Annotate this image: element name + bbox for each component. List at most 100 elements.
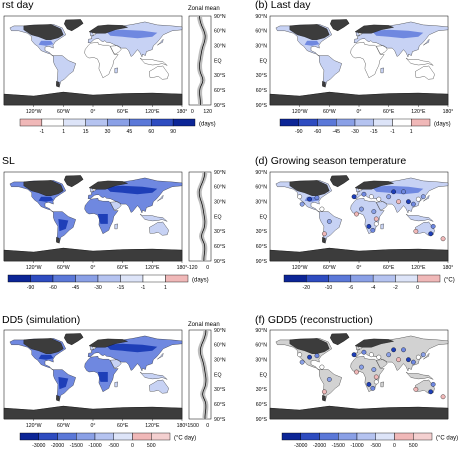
lat-label-f: 30°N	[255, 357, 267, 363]
ice-laurentide-d	[289, 180, 330, 196]
site-marker	[428, 231, 434, 237]
site-marker	[314, 195, 320, 201]
colorbar-label-a: 30	[105, 129, 111, 135]
colorbar-label-d: -10	[325, 285, 333, 291]
land-indonesia-b	[405, 57, 434, 66]
colorbar-label-e: -1000	[88, 443, 101, 449]
site-marker	[326, 377, 332, 382]
anomaly-namerica-e	[38, 354, 54, 360]
colorbar-swatch-e	[113, 432, 133, 441]
lon-label-c: 0°	[91, 265, 96, 271]
colorbar-swatch-a	[172, 118, 196, 127]
lon-label-a: 0°	[91, 109, 96, 115]
site-marker	[415, 196, 421, 202]
site-marker	[354, 369, 359, 375]
colorbar-label-d: -4	[371, 285, 376, 291]
anomaly-siberia-b	[371, 29, 424, 39]
colorbar-swatch-c	[165, 274, 189, 283]
map-e	[3, 329, 183, 420]
anomaly-namerica-b	[304, 40, 320, 46]
ice-greenlandIce-b	[330, 19, 350, 31]
site-marker	[415, 354, 421, 360]
site-marker	[411, 201, 416, 207]
site-marker	[351, 352, 357, 358]
colorbar-swatch-f	[375, 432, 395, 441]
ice-laurentide-c	[23, 180, 64, 196]
lon-label-c: 60°E	[117, 265, 129, 271]
lat-label-f: 90°N	[255, 328, 267, 334]
colorbar-label-f: -1000	[350, 443, 363, 449]
colorbar-swatch-d	[328, 274, 352, 283]
map-d	[269, 171, 449, 262]
site-marker	[322, 389, 327, 395]
colorbar-swatch-f	[281, 432, 301, 441]
site-marker	[430, 224, 436, 229]
zonal-tick-e: 0	[206, 423, 209, 429]
lat-label-f: 90°S	[256, 417, 268, 423]
colorbar-swatch-c	[30, 274, 54, 283]
colorbar-swatch-f	[356, 432, 376, 441]
colorbar-label-f: -1500	[332, 443, 345, 449]
lat-label-b: 90°S	[256, 103, 268, 109]
colorbar-label-b: -90	[295, 129, 303, 135]
colorbar-label-d: 0	[416, 285, 419, 291]
lon-label-e: 0°	[91, 423, 96, 429]
colorbar-swatch-b	[279, 118, 299, 127]
land-japan-a	[157, 38, 164, 46]
ice-patagonia-d	[322, 237, 326, 244]
zonal-tick-c: -120	[187, 265, 197, 271]
land-australia-e	[149, 379, 169, 394]
colorbar-swatch-e	[132, 432, 152, 441]
colorbar-label-a: 1	[62, 129, 65, 135]
lon-label-e: 120°W	[26, 423, 42, 429]
site-marker	[368, 352, 374, 358]
zonal-curve-e	[199, 329, 207, 419]
ice-patagonia-c	[56, 237, 60, 244]
ice-laurentide-e	[23, 338, 64, 354]
site-marker	[371, 367, 377, 372]
colorbar-label-e: -2000	[51, 443, 64, 449]
anomaly-namerica-a	[38, 40, 54, 46]
colorbar-label-f: -500	[371, 443, 381, 449]
anomaly-siberia-a	[105, 29, 158, 39]
ice-scandIce-f	[354, 338, 395, 348]
lon-label-d: 180°	[443, 265, 454, 271]
panel-d-title: (d) Growing season temperature	[255, 155, 407, 167]
site-marker	[440, 394, 446, 400]
colorbar-swatch-e	[38, 432, 58, 441]
site-marker	[413, 228, 419, 234]
site-marker	[406, 357, 411, 363]
lat-label-d: 90°S	[256, 259, 268, 265]
lon-label-e: 60°E	[117, 423, 129, 429]
lon-label-c: 120°E	[145, 265, 160, 271]
colorbar-swatch-c	[97, 274, 121, 283]
colorbar-label-e: 500	[147, 443, 156, 449]
anomaly-samerica-c	[58, 219, 69, 232]
lat-label-f: 30°S	[256, 387, 268, 393]
colorbar-label-a: 60	[148, 129, 154, 135]
colorbar-swatch-f	[338, 432, 358, 441]
colorbar-swatch-a	[129, 118, 152, 127]
colorbar-label-c: 1	[164, 285, 167, 291]
colorbar-label-b: -45	[333, 129, 341, 135]
ice-laurentide-f	[289, 338, 330, 354]
lon-label-a: 120°E	[145, 109, 160, 115]
panel-b-title: (b) Last day	[255, 0, 311, 11]
lat-label-ze: 90°S	[214, 417, 226, 423]
site-marker	[359, 364, 364, 370]
colorbar-label-c: -60	[49, 285, 57, 291]
site-marker	[391, 347, 396, 353]
colorbar-unit-a: (days)	[199, 122, 216, 128]
colorbar-swatch-d	[350, 274, 374, 283]
site-marker	[307, 196, 312, 202]
colorbar-swatch-a	[107, 118, 130, 127]
colorbar-label-b: -30	[351, 129, 359, 135]
ice-patagonia-a	[56, 81, 60, 88]
colorbar-f: -3000 -2000 -1500 -1000 -500 0 500 (°C day)	[281, 432, 458, 449]
land-japan-d	[423, 194, 430, 202]
site-marker	[440, 236, 446, 242]
ice-greenlandIce-f	[330, 333, 350, 345]
land-africa-b	[350, 42, 385, 79]
lat-label-za: 30°N	[214, 43, 226, 49]
